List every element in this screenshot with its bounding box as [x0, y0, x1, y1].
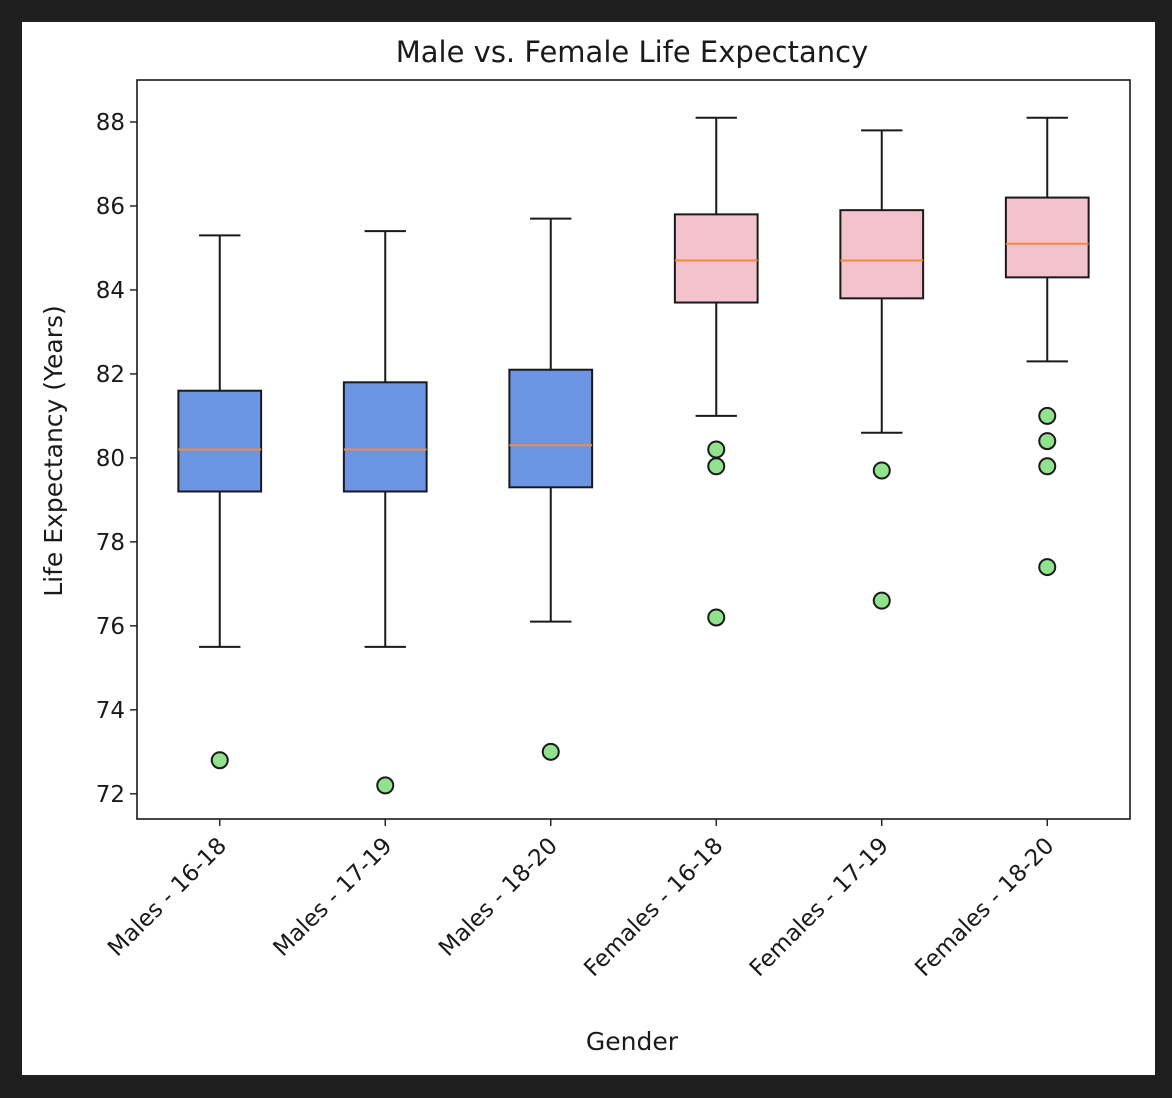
y-tick-label: 74	[96, 698, 125, 724]
outlier-point	[1038, 558, 1057, 577]
outlier-point	[707, 457, 726, 476]
x-tick-label: Males - 16-18	[103, 833, 232, 962]
x-tick-label: Males - 18-20	[434, 833, 563, 962]
outlier-point	[376, 776, 395, 795]
y-tick-label: 76	[96, 614, 125, 640]
outlier-point	[1038, 432, 1057, 451]
outlier-point	[707, 440, 726, 459]
female-box	[1004, 196, 1090, 279]
y-tick-label: 82	[96, 362, 125, 388]
male-box	[177, 389, 263, 493]
y-tick-label: 78	[96, 530, 125, 556]
chart-title: Male vs. Female Life Expectancy	[396, 35, 868, 69]
x-tick-label: Males - 17-19	[269, 833, 398, 962]
outlier-point	[872, 461, 891, 480]
female-box	[673, 213, 759, 304]
outlier-point	[541, 742, 560, 761]
x-axis-label: Gender	[586, 1027, 679, 1056]
x-tick-label: Females - 18-20	[910, 833, 1059, 982]
y-tick-label: 86	[96, 194, 125, 220]
outlier-point	[872, 591, 891, 610]
outlier-point	[707, 608, 726, 627]
x-tick-label: Females - 16-18	[579, 833, 728, 982]
boxplot-chart: Male vs. Female Life Expectancy Gender L…	[39, 35, 1131, 1056]
male-box	[342, 381, 428, 493]
y-tick-label: 84	[96, 278, 125, 304]
female-box	[839, 209, 925, 300]
y-tick-label: 72	[96, 782, 125, 808]
y-axis-label: Life Expectancy (Years)	[39, 305, 68, 597]
outlier-point	[210, 751, 229, 770]
plot-frame	[136, 79, 1131, 820]
chart-figure: Male vs. Female Life Expectancy Gender L…	[22, 22, 1155, 1075]
male-box	[508, 368, 594, 489]
y-tick-label: 88	[96, 110, 125, 136]
x-tick-label: Females - 17-19	[745, 833, 894, 982]
outlier-point	[1038, 457, 1057, 476]
outlier-point	[1038, 406, 1057, 425]
plot-area: 72 74 76 78 80 82 84 86 88 Males - 16-18 Males - 1…	[96, 79, 1131, 982]
y-tick-label: 80	[96, 446, 125, 472]
